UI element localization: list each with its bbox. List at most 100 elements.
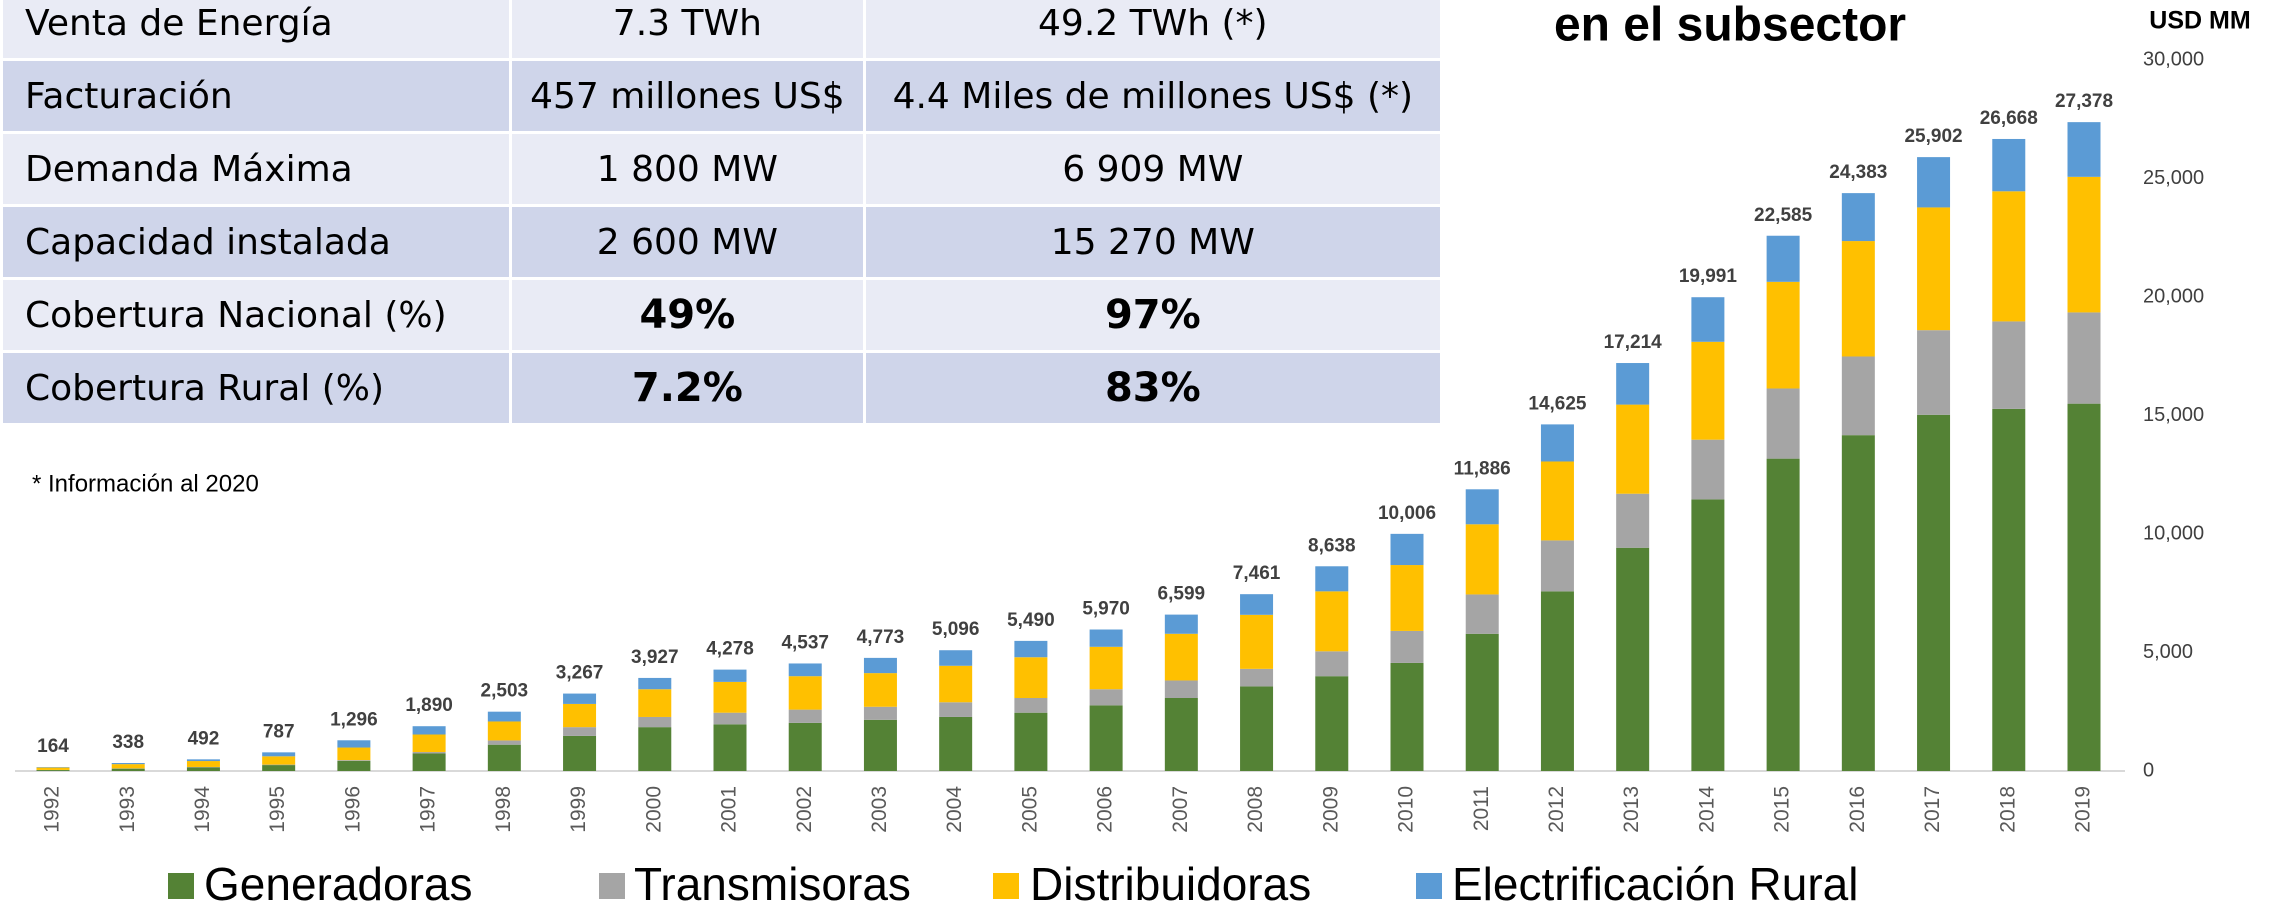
bar-segment	[939, 665, 973, 703]
bar-segment	[1691, 341, 1725, 440]
total-label: 8,638	[1308, 535, 1356, 556]
x-tick-label: 2013	[1620, 786, 1643, 833]
x-tick-label: 2011	[1470, 786, 1493, 831]
total-label: 19,991	[1679, 266, 1738, 287]
bar-segment	[638, 677, 672, 690]
legend-label: Electrificación Rural	[1452, 858, 1858, 908]
legend-swatch	[1416, 873, 1442, 899]
bar-segment	[713, 712, 747, 725]
bar-segment	[487, 721, 521, 741]
bar-segment	[1315, 651, 1349, 677]
bar-segment	[1014, 712, 1048, 771]
table-cell: 49%	[512, 280, 863, 350]
bar-segment	[337, 760, 371, 771]
x-tick-label: 1992	[41, 786, 64, 833]
bar-segment	[186, 767, 220, 771]
bar-segment	[788, 709, 822, 723]
bar-segment	[713, 669, 747, 682]
bar-segment	[863, 657, 897, 674]
bar-segment	[1014, 657, 1048, 699]
table-cell: 457 millones US$	[512, 61, 863, 131]
bar-segment	[262, 765, 296, 771]
x-tick-label: 2017	[1921, 786, 1944, 833]
table-cell: 83%	[865, 353, 1440, 423]
total-label: 5,490	[1007, 610, 1055, 631]
bar-segment	[1465, 594, 1499, 634]
bar-segment	[1089, 705, 1123, 771]
table-cell: 15 270 MW	[865, 207, 1440, 277]
bar-segment	[788, 663, 822, 677]
bar-segment	[337, 747, 371, 761]
bar-segment	[1992, 191, 2026, 322]
total-label: 5,096	[932, 619, 980, 640]
bar-segment	[1164, 614, 1198, 634]
total-label: 27,378	[2055, 91, 2113, 112]
bar-segment	[788, 676, 822, 710]
bar-segment	[788, 722, 822, 771]
bar-segment	[1917, 157, 1951, 208]
bar-segment	[1164, 633, 1198, 681]
bar-segment	[713, 681, 747, 713]
bar-segment	[186, 761, 220, 767]
bar-segment	[1465, 524, 1499, 595]
bar-segment	[1089, 689, 1123, 706]
table-row: Cobertura Nacional (%) 49% 97%	[3, 280, 1440, 350]
bar-segment	[2067, 176, 2101, 313]
bar-segment	[1540, 540, 1574, 592]
table-cell: 1 800 MW	[512, 134, 863, 204]
bar-segment	[111, 762, 145, 765]
bar-segment	[1766, 281, 1800, 389]
bar-segment	[1540, 461, 1574, 541]
bar-segment	[111, 768, 145, 771]
bar-segment	[1390, 533, 1424, 566]
bar-segment	[1390, 565, 1424, 631]
table-cell: 49.2 TWh (*)	[865, 0, 1440, 58]
x-tick-label: 2008	[1244, 786, 1267, 833]
total-label: 4,537	[781, 632, 829, 653]
table-note: * Información al 2020	[32, 470, 259, 497]
bar-segment	[939, 650, 973, 666]
bar-segment	[1240, 614, 1274, 669]
total-label: 24,383	[1829, 162, 1887, 183]
bar-segment	[337, 740, 371, 748]
bar-segment	[262, 756, 296, 765]
table-cell: Demanda Máxima	[3, 134, 510, 204]
table-row: Cobertura Rural (%) 7.2% 83%	[3, 353, 1440, 423]
bar-segment	[487, 740, 521, 745]
y-tick-label: 20,000	[2143, 285, 2204, 307]
x-tick-label: 1998	[492, 786, 515, 833]
total-label: 4,278	[706, 639, 754, 660]
bar-segment	[1616, 547, 1650, 771]
x-tick-label: 2016	[1846, 786, 1869, 833]
x-tick-label: 2014	[1695, 786, 1718, 833]
bar-segment	[1540, 424, 1574, 462]
total-label: 338	[112, 732, 144, 753]
bar-segment	[1917, 207, 1951, 331]
x-tick-label: 2002	[793, 786, 816, 833]
total-label: 10,006	[1378, 503, 1436, 524]
x-tick-label: 2005	[1018, 786, 1041, 833]
bar-segment	[563, 703, 597, 728]
y-axis-label: USD MM	[2149, 7, 2250, 35]
bar-segment	[1841, 193, 1875, 242]
bar-segment	[1841, 241, 1875, 357]
y-tick-label: 0	[2143, 759, 2154, 781]
bar-segment	[1766, 458, 1800, 771]
bar-segment	[563, 735, 597, 771]
bar-segment	[1616, 363, 1650, 405]
bar-segment	[1992, 408, 2026, 771]
legend-swatch	[168, 873, 194, 899]
bar-segment	[1465, 489, 1499, 525]
legend-swatch	[993, 873, 1019, 899]
bar-segment	[1014, 698, 1048, 713]
total-label: 3,927	[631, 647, 679, 668]
total-label: 26,668	[1980, 108, 2038, 129]
bar-segment	[563, 727, 597, 736]
bar-segment	[1315, 676, 1349, 771]
total-label: 492	[188, 728, 220, 749]
total-label: 164	[37, 736, 69, 757]
x-tick-label: 1996	[341, 786, 364, 833]
legend-label: Distribuidoras	[1030, 858, 1311, 908]
bar-segment	[1315, 591, 1349, 652]
